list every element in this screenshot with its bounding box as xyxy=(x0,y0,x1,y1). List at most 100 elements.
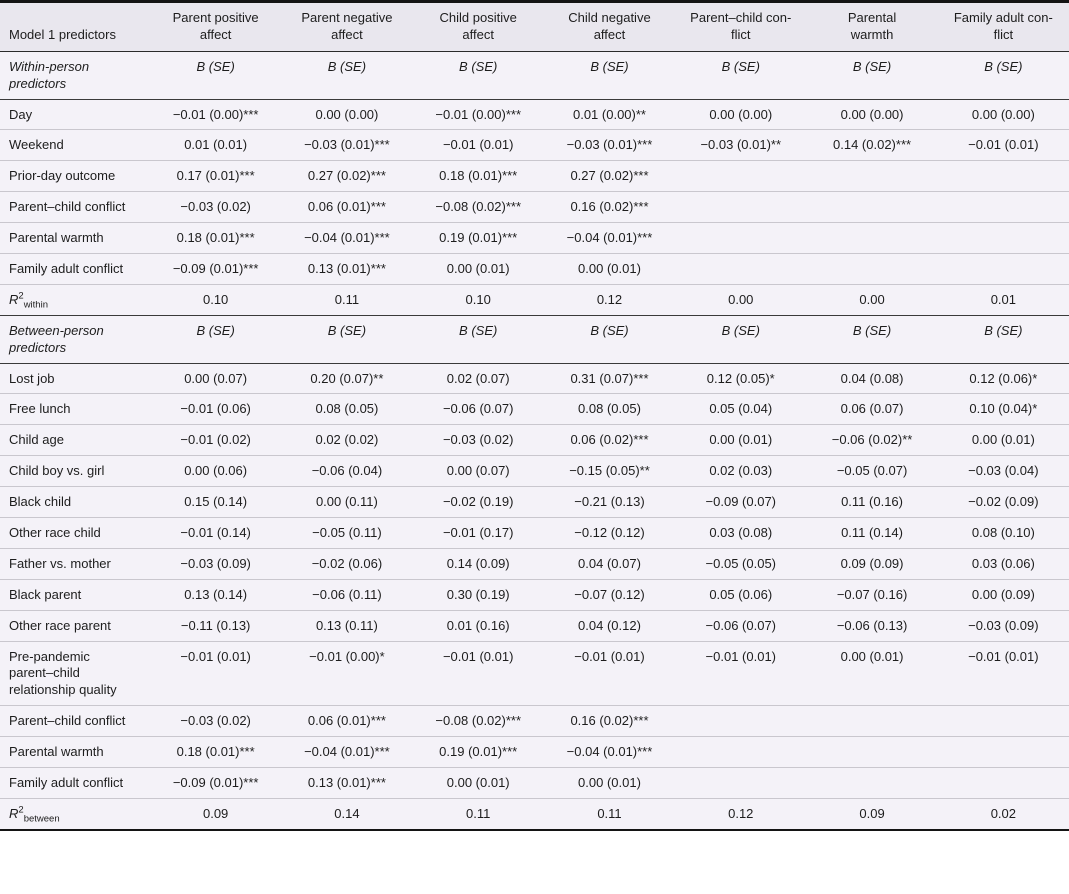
value-cell: 0.10 xyxy=(465,291,491,307)
row-label: Free lunch xyxy=(9,401,71,417)
table-row: Black parent 0.13 (0.14) −0.06 (0.11) 0.30 … xyxy=(0,579,1069,610)
table-row: Father vs. mother −0.03 (0.09) −0.02 (0.06… xyxy=(0,548,1069,579)
value-cell: −0.09 (0.01)*** xyxy=(172,261,259,277)
value-cell xyxy=(806,254,937,285)
value-cell: −0.05 (0.11) xyxy=(312,525,382,541)
value-cell: 0.12 (0.05)* xyxy=(706,370,775,386)
value-cell: −0.09 (0.07) xyxy=(705,494,776,510)
table-row: Parental warmth 0.18 (0.01)*** −0.04 (0.01… xyxy=(0,736,1069,768)
column-header-text: Parent–child con- xyxy=(690,10,792,25)
value-cell: B (SE) xyxy=(984,58,1023,74)
row-label: Black parent xyxy=(9,586,82,602)
column-header-text: affect xyxy=(331,26,363,42)
value-cell: 0.17 (0.01)*** xyxy=(176,168,255,184)
table-row: Child age −0.01 (0.02) 0.02 (0.02) −0.03 (0… xyxy=(0,424,1069,456)
table-row: Parent–child conflict −0.03 (0.02) 0.06 (0… xyxy=(0,191,1069,223)
r-symbol: R xyxy=(9,291,19,307)
value-cell: −0.01 (0.01) xyxy=(968,137,1039,153)
r-squared-exponent: 2 xyxy=(18,804,24,816)
value-cell: −0.02 (0.06) xyxy=(311,555,383,571)
row-label: Between-person predictors xyxy=(9,322,104,355)
value-cell: −0.01 (0.01) xyxy=(968,648,1039,664)
table-row: Family adult conflict −0.09 (0.01)*** 0.13… xyxy=(0,253,1069,285)
value-cell: 0.02 (0.07) xyxy=(446,370,510,386)
value-cell xyxy=(675,161,806,192)
value-cell: 0.10 (0.04)* xyxy=(969,401,1038,417)
value-cell: 0.00 (0.01) xyxy=(709,432,773,448)
value-cell: B (SE) xyxy=(459,322,498,338)
value-cell: 0.27 (0.02)*** xyxy=(307,168,386,184)
table-body: Within-person predictors B (SE) B (SE) B (S… xyxy=(0,51,1069,830)
row-label: Parent–child conflict xyxy=(9,713,126,729)
value-cell: 0.08 (0.05) xyxy=(315,401,379,417)
value-cell: −0.05 (0.07) xyxy=(836,463,908,479)
value-cell: B (SE) xyxy=(721,322,760,338)
r-squared-subscript: between xyxy=(23,813,60,825)
value-cell: 0.12 xyxy=(728,805,754,821)
value-cell: 0.11 xyxy=(334,291,360,307)
value-cell: −0.01 (0.00)*** xyxy=(172,106,259,122)
value-cell: 0.20 (0.07)** xyxy=(310,370,384,386)
value-cell: −0.01 (0.00)*** xyxy=(435,106,522,122)
value-cell: 0.04 (0.12) xyxy=(578,617,641,633)
column-header-text: Child negative xyxy=(568,10,651,25)
value-cell: 0.09 (0.09) xyxy=(840,555,904,571)
value-cell: −0.21 (0.13) xyxy=(574,494,645,510)
row-label: Parent–child conflict xyxy=(9,199,126,215)
r-squared-row: R2within 0.10 0.11 0.10 0.12 0.00 0.00 0.01 xyxy=(0,284,1069,315)
value-cell: −0.15 (0.05)** xyxy=(569,463,650,479)
value-cell: −0.01 (0.01) xyxy=(442,648,514,664)
value-cell: −0.03 (0.02) xyxy=(180,713,251,729)
column-header-text: affect xyxy=(199,26,232,42)
value-cell xyxy=(938,254,1069,285)
value-cell: 0.19 (0.01)*** xyxy=(439,230,518,246)
value-cell: 0.27 (0.02)*** xyxy=(570,168,649,184)
header-row: Model 1 predictors Parent positive affect P… xyxy=(0,1,1069,52)
r-squared-exponent: 2 xyxy=(18,290,24,302)
value-cell: −0.07 (0.12) xyxy=(574,586,645,602)
value-cell: 0.04 (0.08) xyxy=(840,370,904,386)
value-cell: 0.01 (0.00)** xyxy=(572,106,646,122)
value-cell: 0.02 xyxy=(990,805,1016,821)
outcome-column-header: Family adult con-flict xyxy=(937,1,1069,52)
value-cell: 0.18 (0.01)*** xyxy=(176,230,255,246)
value-cell: 0.11 xyxy=(466,805,491,821)
value-cell: 0.00 (0.06) xyxy=(184,463,248,479)
table-row: Lost job 0.00 (0.07) 0.20 (0.07)** 0.02 (0.… xyxy=(0,363,1069,394)
row-label: Child boy vs. girl xyxy=(9,463,105,479)
value-cell: 0.11 (0.14) xyxy=(841,525,903,541)
row-label: Other race child xyxy=(9,525,101,541)
value-cell: −0.04 (0.01)*** xyxy=(566,744,653,760)
value-cell: B (SE) xyxy=(590,322,629,338)
value-cell: 0.08 (0.05) xyxy=(578,401,641,417)
row-label: Child age xyxy=(9,432,64,448)
value-cell: −0.04 (0.01)*** xyxy=(304,230,390,246)
table-row: Parental warmth 0.18 (0.01)*** −0.04 (0.01… xyxy=(0,222,1069,254)
value-cell: 0.11 (0.16) xyxy=(841,494,903,510)
value-cell: 0.00 (0.01) xyxy=(840,648,904,664)
value-cell: 0.06 (0.07) xyxy=(840,401,904,417)
value-cell: B (SE) xyxy=(327,58,367,74)
value-cell: −0.01 (0.01) xyxy=(705,648,776,664)
value-cell: 0.13 (0.14) xyxy=(184,586,248,602)
value-cell xyxy=(806,706,937,737)
value-cell: −0.01 (0.02) xyxy=(180,432,251,448)
value-cell: 0.03 (0.06) xyxy=(971,555,1035,571)
value-cell: −0.09 (0.01)*** xyxy=(172,775,259,791)
value-cell: 0.18 (0.01)*** xyxy=(176,744,255,760)
value-cell: −0.03 (0.09) xyxy=(968,617,1039,633)
value-cell: 0.00 xyxy=(728,291,754,307)
column-header-text: Child positive xyxy=(439,10,517,25)
table-row: Pre-pandemic parent–child relationship q… xyxy=(0,641,1069,706)
table-row: Day −0.01 (0.00)*** 0.00 (0.00) −0.01 (0.00… xyxy=(0,99,1069,130)
value-cell: −0.03 (0.01)*** xyxy=(566,137,653,153)
row-label: Black child xyxy=(9,494,72,510)
r-squared-subscript: within xyxy=(23,299,48,311)
value-cell: 0.01 (0.16) xyxy=(446,617,510,633)
value-cell: −0.03 (0.01)** xyxy=(700,137,782,153)
value-cell: −0.01 (0.01) xyxy=(442,137,514,153)
value-cell: 0.00 xyxy=(859,291,885,307)
column-header-text: affect xyxy=(593,26,626,42)
value-cell: 0.06 (0.01)*** xyxy=(307,713,386,729)
column-header-text: Parent positive xyxy=(172,10,259,25)
